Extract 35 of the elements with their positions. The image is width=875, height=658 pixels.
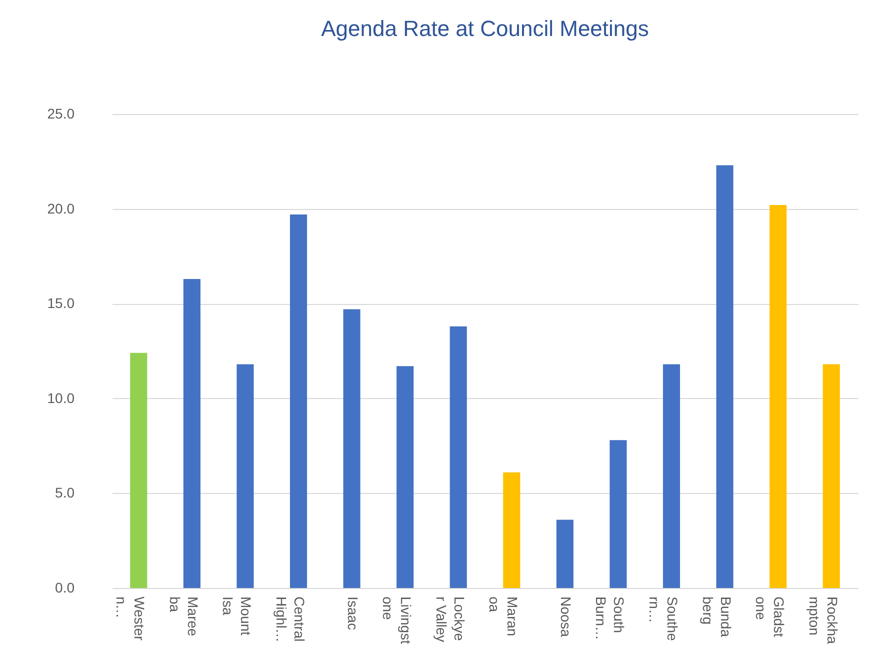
x-tick-label: Central Highl… — [274, 596, 308, 642]
y-tick-label: 25.0 — [47, 106, 75, 122]
bar — [556, 520, 574, 588]
x-tick-label: Livingst one — [380, 596, 414, 644]
bar — [183, 278, 200, 588]
bar — [503, 472, 520, 588]
x-tick-label: Rockha mpton — [806, 596, 840, 644]
y-tick-label: 0.0 — [55, 580, 75, 596]
bar — [396, 366, 414, 588]
y-tick-label: 20.0 — [47, 200, 75, 216]
x-tick-label: Southe rn… — [646, 596, 680, 642]
bar — [236, 364, 254, 588]
bar — [343, 309, 360, 588]
x-tick-label: Isaac — [344, 596, 361, 630]
x-tick-label: Bunda berg — [700, 596, 734, 638]
x-tick-label: Wester n… — [114, 596, 148, 641]
y-tick-label: 5.0 — [55, 484, 75, 501]
chart-title: Agenda Rate at Council Meetings — [321, 16, 649, 41]
bar — [822, 364, 840, 588]
x-tick-label: Gladst one — [753, 596, 788, 638]
bar — [610, 440, 627, 588]
x-tick-label: Noosa — [558, 596, 574, 638]
bar — [662, 364, 680, 588]
bar — [450, 326, 467, 588]
y-tick-label: 15.0 — [47, 295, 75, 312]
x-tick-label: Mount Isa — [220, 596, 254, 636]
x-tick-label: Maree ba — [166, 596, 201, 636]
bar — [716, 165, 734, 588]
y-tick-label: 10.0 — [47, 390, 75, 406]
bar — [290, 214, 308, 588]
x-tick-label: South Burn… — [593, 596, 628, 640]
bar — [130, 352, 148, 588]
bar — [770, 205, 787, 588]
x-tick-label: Maran oa — [486, 596, 521, 636]
x-tick-label: Lockye r Valley — [433, 596, 468, 642]
